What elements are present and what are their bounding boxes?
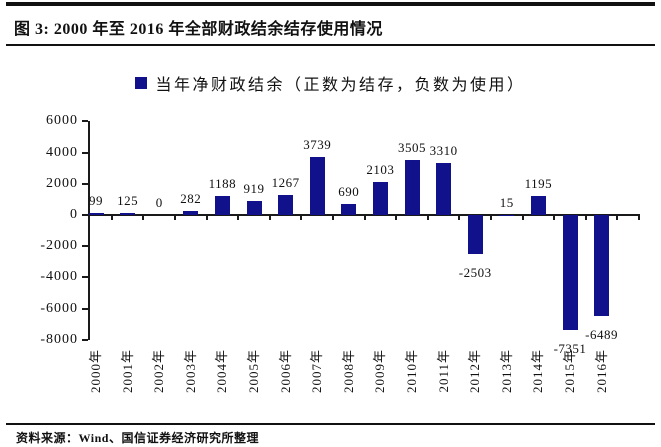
- legend-swatch-icon: [135, 77, 148, 89]
- legend-label: 当年净财政结余（正数为结存，负数为使用）: [155, 77, 526, 94]
- bar: [341, 204, 357, 215]
- y-axis-label: -6000: [40, 300, 78, 316]
- bar: [183, 210, 199, 215]
- bar: [404, 160, 420, 215]
- bar-value-label: 3739: [303, 136, 332, 152]
- x-axis-tick: [174, 215, 176, 220]
- y-axis-label: 0: [70, 207, 78, 222]
- y-axis-label: -4000: [40, 269, 78, 285]
- bar: [309, 156, 325, 215]
- x-axis-label: 2012年: [467, 349, 483, 394]
- x-axis-label: 2010年: [404, 349, 419, 394]
- bar-value-label: 1267: [271, 175, 300, 191]
- x-axis-tick: [205, 215, 208, 220]
- bar-value-label: 1188: [208, 176, 237, 192]
- y-axis-tick: [82, 182, 88, 185]
- bar-value-label: 99: [89, 193, 103, 209]
- x-axis-label: 2004年: [214, 349, 230, 394]
- x-axis-tick: [332, 215, 334, 220]
- x-axis-tick: [521, 215, 524, 220]
- bar: [594, 215, 610, 317]
- bar-value-label: 1195: [524, 176, 553, 192]
- bar: [120, 213, 136, 215]
- bar-value-label: 282: [180, 190, 202, 206]
- title-rule: [6, 44, 655, 46]
- y-axis-label: 4000: [46, 144, 78, 160]
- bar: [562, 215, 578, 330]
- x-axis-tick: [490, 215, 492, 220]
- bar: [278, 195, 294, 215]
- x-axis-tick: [110, 215, 113, 220]
- x-axis-label: 2001年: [119, 349, 135, 394]
- x-axis-label: 2006年: [277, 349, 293, 394]
- x-axis-tick: [395, 215, 398, 220]
- bar-value-label: 0: [155, 195, 163, 210]
- x-axis-tick: [142, 215, 145, 220]
- x-axis-label: 2014年: [530, 349, 546, 394]
- bar: [436, 163, 452, 215]
- x-axis-tick: [616, 215, 619, 220]
- y-axis-line: [88, 121, 90, 340]
- bar: [530, 196, 546, 215]
- y-axis-tick: [82, 214, 88, 216]
- bar: [372, 182, 388, 215]
- bar-value-label: 2103: [366, 162, 395, 178]
- bar-value-label: 15: [499, 194, 514, 210]
- bar: [214, 196, 230, 215]
- y-axis-label: 2000: [46, 175, 78, 191]
- x-axis-label: 2000年: [88, 349, 103, 394]
- figure-title: 图 3: 2000 年至 2016 年全部财政结余结存使用情况: [14, 21, 383, 38]
- x-axis-label: 2009年: [372, 349, 388, 394]
- y-axis-tick: [82, 245, 88, 248]
- y-axis-label: -8000: [40, 331, 78, 347]
- x-axis-label: 2002年: [151, 349, 167, 394]
- x-axis-tick: [268, 215, 271, 220]
- bar-value-label: -2503: [458, 265, 492, 281]
- x-axis-tick: [638, 215, 640, 220]
- bar-value-label: 690: [338, 184, 360, 200]
- x-axis-label: 2007年: [309, 349, 325, 394]
- x-axis-label: 2013年: [498, 349, 514, 394]
- source-note: 资料来源：Wind、国信证券经济研究所整理: [16, 431, 259, 445]
- bar: [246, 200, 262, 215]
- bar-value-label: 125: [117, 193, 139, 209]
- bar: [467, 215, 483, 255]
- bar-value-label: 3310: [429, 143, 458, 159]
- bar: [88, 213, 104, 215]
- x-axis-label: 2008年: [340, 349, 356, 394]
- bar-value-label: -6489: [585, 327, 619, 343]
- x-axis-label: 2003年: [182, 349, 198, 394]
- x-axis-tick: [553, 215, 556, 220]
- bar: [499, 214, 515, 217]
- x-axis-label: 2015年: [562, 349, 577, 394]
- x-axis-tick: [458, 215, 461, 220]
- y-axis-tick: [82, 307, 88, 310]
- x-axis-label: 2016年: [593, 349, 609, 394]
- bar-value-label: -7351: [553, 340, 587, 356]
- x-axis-label: 2005年: [246, 349, 261, 394]
- x-axis-tick: [363, 215, 366, 220]
- y-axis-tick: [82, 276, 88, 279]
- x-axis-tick: [300, 215, 303, 220]
- y-axis-tick: [82, 338, 88, 341]
- x-axis-label: 2011年: [435, 349, 451, 393]
- top-rule: [6, 2, 655, 6]
- x-axis-tick: [426, 215, 429, 220]
- y-axis-tick: [82, 151, 88, 154]
- x-axis-tick: [584, 215, 587, 220]
- x-axis-tick: [237, 215, 240, 220]
- bar-value-label: 919: [243, 180, 265, 196]
- footer-rule: [6, 423, 655, 425]
- y-axis-label: 6000: [46, 113, 78, 129]
- chart-legend: 当年净财政结余（正数为结存，负数为使用）: [0, 72, 661, 94]
- bar-value-label: 3505: [398, 140, 426, 156]
- y-axis-tick: [82, 120, 88, 123]
- y-axis-label: -2000: [40, 238, 78, 254]
